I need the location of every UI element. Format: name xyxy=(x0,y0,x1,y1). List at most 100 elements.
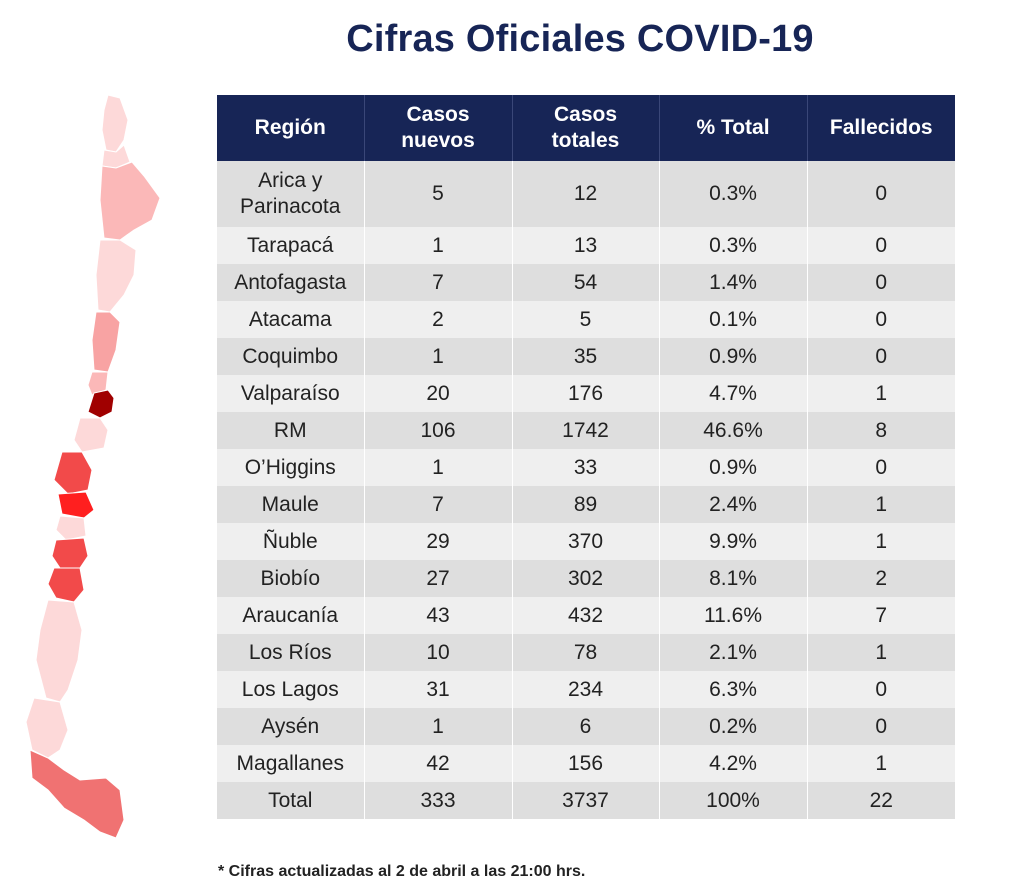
cell-pct: 0.1% xyxy=(659,301,808,338)
table-total-row: Total 333 3737 100% 22 xyxy=(217,782,955,819)
cell-pct: 1.4% xyxy=(659,264,808,301)
table-row: Tarapacá 1 13 0.3% 0 xyxy=(217,227,955,264)
cell-region: Coquimbo xyxy=(217,338,365,375)
cell-nuevos: 7 xyxy=(364,264,513,301)
cell-region: RM xyxy=(217,412,365,449)
column-header-region: Región xyxy=(217,95,365,161)
cell-region: Maule xyxy=(217,486,365,523)
cell-region: Atacama xyxy=(217,301,365,338)
cell-pct: 0.2% xyxy=(659,708,808,745)
map-region-coquimbo xyxy=(91,311,121,373)
table-row: Biobío 27 302 8.1% 2 xyxy=(217,560,955,597)
cell-pct: 46.6% xyxy=(659,412,808,449)
cell-nuevos: 42 xyxy=(364,745,513,782)
cell-totales: 3737 xyxy=(512,782,660,819)
cell-totales: 1742 xyxy=(512,412,660,449)
cell-fallecidos: 0 xyxy=(807,708,955,745)
map-region-loslagos xyxy=(35,599,83,703)
cell-nuevos: 2 xyxy=(364,301,513,338)
cell-region: Biobío xyxy=(217,560,365,597)
map-region-nuble xyxy=(57,491,95,519)
cell-pct: 2.4% xyxy=(659,486,808,523)
cell-fallecidos: 1 xyxy=(807,745,955,782)
cell-pct: 2.1% xyxy=(659,634,808,671)
cell-pct: 0.9% xyxy=(659,449,808,486)
cell-pct: 0.3% xyxy=(659,161,808,227)
table-row: Arica y Parinacota 5 12 0.3% 0 xyxy=(217,161,955,227)
cell-region: Aysén xyxy=(217,708,365,745)
cell-totales: 370 xyxy=(512,523,660,560)
cell-fallecidos: 0 xyxy=(807,338,955,375)
cell-totales: 176 xyxy=(512,375,660,412)
map-region-araucania xyxy=(51,537,89,569)
cell-totales: 54 xyxy=(512,264,660,301)
cell-pct: 6.3% xyxy=(659,671,808,708)
cell-region: Total xyxy=(217,782,365,819)
table-row: RM 106 1742 46.6% 8 xyxy=(217,412,955,449)
table-row: Los Ríos 10 78 2.1% 1 xyxy=(217,634,955,671)
table-row: Los Lagos 31 234 6.3% 0 xyxy=(217,671,955,708)
map-region-antofagasta xyxy=(99,161,161,241)
column-header-casos-nuevos: Casos nuevos xyxy=(364,95,513,161)
cell-pct: 100% xyxy=(659,782,808,819)
cell-nuevos: 7 xyxy=(364,486,513,523)
cell-nuevos: 1 xyxy=(364,449,513,486)
cell-nuevos: 27 xyxy=(364,560,513,597)
cell-pct: 11.6% xyxy=(659,597,808,634)
cell-region: O’Higgins xyxy=(217,449,365,486)
cell-region: Ñuble xyxy=(217,523,365,560)
table-row: Atacama 2 5 0.1% 0 xyxy=(217,301,955,338)
cell-fallecidos: 0 xyxy=(807,161,955,227)
table-row: Valparaíso 20 176 4.7% 1 xyxy=(217,375,955,412)
column-header-fallecidos: Fallecidos xyxy=(807,95,955,161)
cell-totales: 35 xyxy=(512,338,660,375)
table-row: O’Higgins 1 33 0.9% 0 xyxy=(217,449,955,486)
covid-table: Región Casos nuevos Casos totales % Total … xyxy=(217,95,955,819)
cell-totales: 5 xyxy=(512,301,660,338)
map-region-atacama xyxy=(95,239,137,313)
cell-totales: 156 xyxy=(512,745,660,782)
cell-nuevos: 333 xyxy=(364,782,513,819)
cell-fallecidos: 7 xyxy=(807,597,955,634)
table-row: Araucanía 43 432 11.6% 7 xyxy=(217,597,955,634)
cell-region: Los Ríos xyxy=(217,634,365,671)
cell-region: Valparaíso xyxy=(217,375,365,412)
table-row: Antofagasta 7 54 1.4% 0 xyxy=(217,264,955,301)
cell-fallecidos: 0 xyxy=(807,264,955,301)
table-row: Coquimbo 1 35 0.9% 0 xyxy=(217,338,955,375)
cell-fallecidos: 2 xyxy=(807,560,955,597)
cell-totales: 13 xyxy=(512,227,660,264)
cell-nuevos: 20 xyxy=(364,375,513,412)
cell-fallecidos: 0 xyxy=(807,671,955,708)
cell-nuevos: 43 xyxy=(364,597,513,634)
cell-nuevos: 5 xyxy=(364,161,513,227)
cell-pct: 4.2% xyxy=(659,745,808,782)
table-row: Maule 7 89 2.4% 1 xyxy=(217,486,955,523)
cell-region: Magallanes xyxy=(217,745,365,782)
cell-nuevos: 29 xyxy=(364,523,513,560)
cell-region: Araucanía xyxy=(217,597,365,634)
cell-totales: 302 xyxy=(512,560,660,597)
table-row: Ñuble 29 370 9.9% 1 xyxy=(217,523,955,560)
cell-fallecidos: 8 xyxy=(807,412,955,449)
cell-pct: 0.9% xyxy=(659,338,808,375)
cell-totales: 12 xyxy=(512,161,660,227)
map-region-losrios xyxy=(47,567,85,603)
map-region-ohiggins xyxy=(73,417,109,453)
cell-nuevos: 1 xyxy=(364,338,513,375)
cell-region: Arica y Parinacota xyxy=(217,161,365,227)
cell-nuevos: 10 xyxy=(364,634,513,671)
cell-region: Los Lagos xyxy=(217,671,365,708)
table-row: Aysén 1 6 0.2% 0 xyxy=(217,708,955,745)
cell-totales: 33 xyxy=(512,449,660,486)
cell-fallecidos: 1 xyxy=(807,375,955,412)
table-row: Magallanes 42 156 4.2% 1 xyxy=(217,745,955,782)
map-region-arica xyxy=(101,94,129,153)
cell-pct: 8.1% xyxy=(659,560,808,597)
cell-totales: 234 xyxy=(512,671,660,708)
cell-fallecidos: 1 xyxy=(807,634,955,671)
cell-fallecidos: 0 xyxy=(807,301,955,338)
cell-nuevos: 1 xyxy=(364,708,513,745)
page-title: Cifras Oficiales COVID-19 xyxy=(346,18,814,60)
map-region-maule xyxy=(53,451,93,495)
